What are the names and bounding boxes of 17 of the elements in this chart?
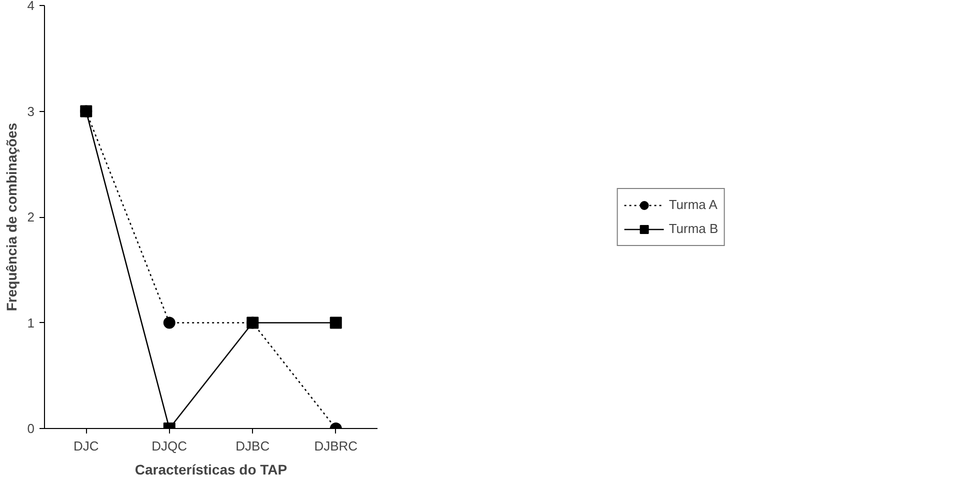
y-tick-label: 1 [27, 315, 35, 330]
y-tick-label: 2 [27, 210, 35, 224]
y-tick-label: 3 [27, 104, 35, 119]
y-tick-label: 4 [27, 0, 35, 13]
legend-label: Turma A [668, 197, 718, 212]
y-axis-title: Frequência de combinações [3, 122, 20, 312]
point [163, 316, 176, 329]
y-tick-label: 0 [27, 421, 35, 436]
legend-label: Turma B [668, 221, 718, 236]
x-tick-label: DJC [73, 438, 99, 454]
point [330, 316, 342, 329]
x-tick-label: DJBC [236, 438, 270, 454]
point [246, 316, 259, 329]
point [80, 105, 92, 118]
x-tick-label: DJBRC [314, 438, 358, 454]
x-axis-title: Características do TAP [134, 462, 288, 478]
x-tick-label: DJQC [152, 438, 188, 454]
